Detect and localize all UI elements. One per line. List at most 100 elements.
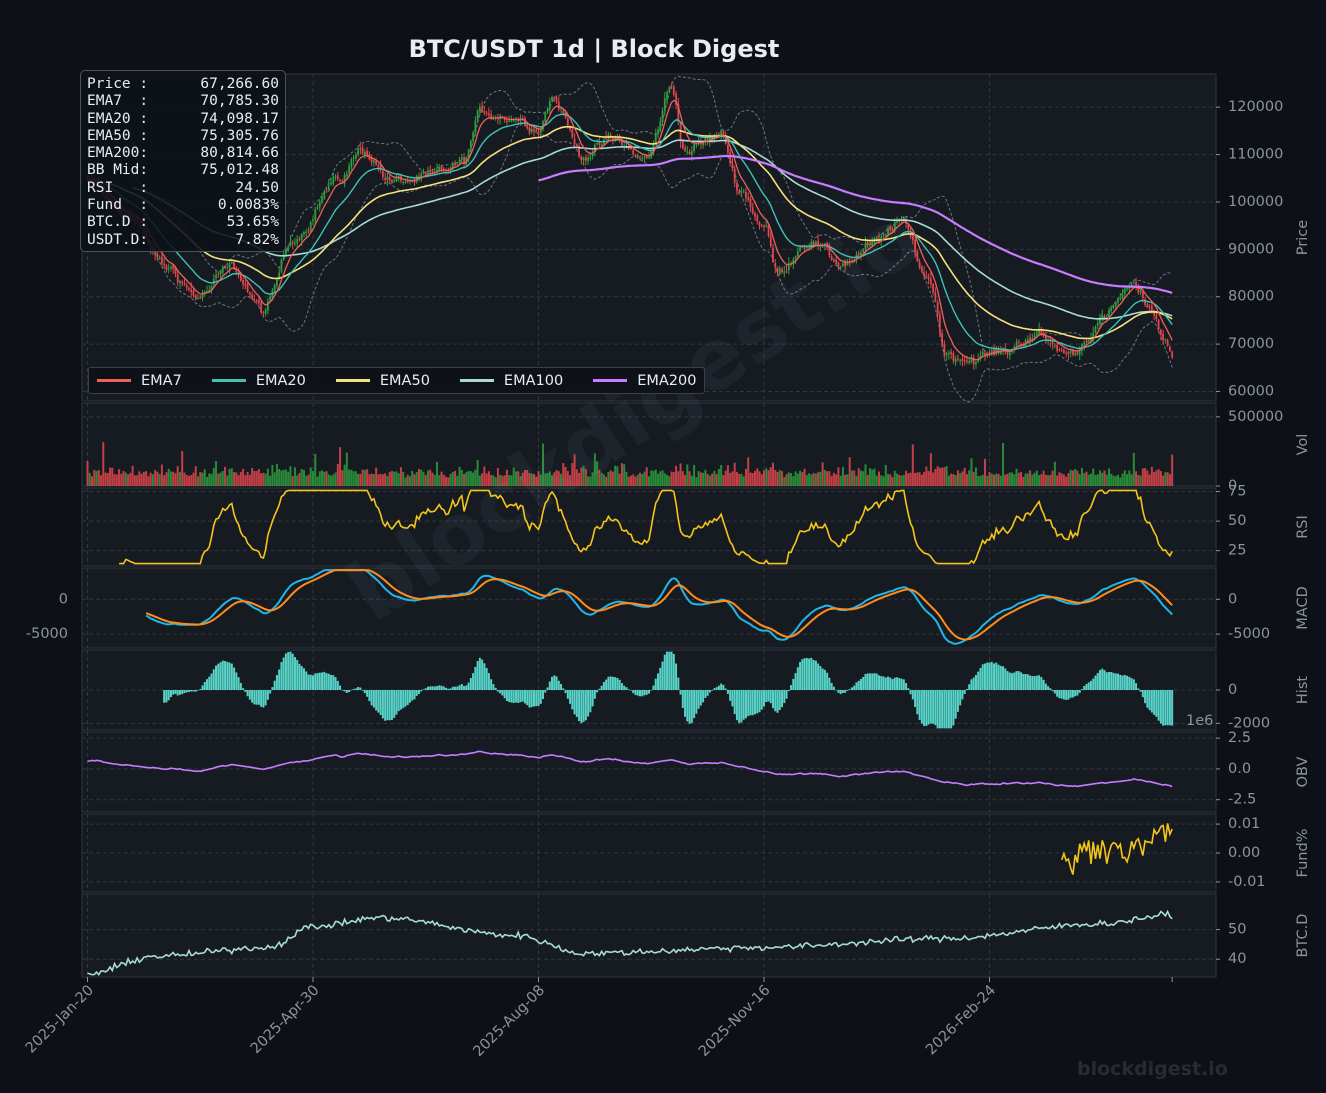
- hist-bar: [756, 690, 759, 714]
- candle-body: [1162, 333, 1165, 340]
- hist-bar: [537, 690, 540, 706]
- volume-bar: [686, 464, 689, 486]
- candle-body: [393, 180, 396, 182]
- volume-bar: [156, 471, 159, 486]
- volume-bar: [390, 470, 393, 486]
- macd-line: [145, 569, 1173, 645]
- candle-body: [1137, 286, 1140, 293]
- volume-bar: [336, 463, 339, 486]
- hist-bar: [429, 686, 432, 690]
- candle-body: [893, 221, 896, 231]
- volume-bar: [708, 475, 711, 486]
- volume-bar: [699, 472, 702, 486]
- hist-bar: [749, 690, 752, 716]
- candle-body: [463, 157, 465, 165]
- volume-bar: [370, 473, 373, 486]
- hist-bar: [345, 690, 348, 693]
- candle-body: [569, 126, 571, 130]
- volume-bar: [163, 475, 166, 486]
- hist-bar: [302, 668, 305, 690]
- volume-bar: [740, 473, 743, 486]
- volume-bar: [1074, 468, 1077, 486]
- volume-bar: [296, 475, 299, 486]
- hist-bar: [169, 690, 172, 698]
- volume-bar: [907, 473, 910, 486]
- volume-bar: [968, 470, 971, 486]
- volume-bar: [1108, 468, 1111, 486]
- hist-bar: [1051, 690, 1054, 692]
- volume-bar: [244, 475, 247, 486]
- volume-bar: [625, 471, 628, 486]
- hist-bar: [690, 690, 693, 723]
- volume-bar: [706, 473, 709, 486]
- volume-bar: [257, 469, 260, 486]
- hist-bar: [868, 673, 871, 690]
- volume-bar: [956, 470, 959, 486]
- hist-bar: [553, 675, 556, 690]
- hist-bar: [199, 688, 202, 690]
- volume-bar: [530, 473, 533, 486]
- volume-bar: [178, 472, 181, 486]
- hist-bar: [638, 690, 641, 697]
- hist-bar: [1092, 678, 1095, 690]
- volume-bar: [963, 467, 966, 486]
- volume-bar: [539, 474, 542, 486]
- hist-bar: [986, 662, 989, 690]
- candle-body: [738, 191, 741, 194]
- candle-body: [370, 158, 373, 163]
- candle-body: [197, 298, 199, 300]
- hist-bar: [282, 657, 285, 690]
- candle-body: [927, 277, 930, 279]
- candle-body: [548, 101, 551, 111]
- volume-bar: [514, 471, 517, 486]
- info-row: BB Mid: 75,012.48: [87, 162, 279, 179]
- candle-body: [566, 118, 569, 125]
- volume-bar: [591, 472, 594, 486]
- volume-bar: [826, 471, 829, 486]
- volume-bar: [1114, 476, 1117, 486]
- hist-bar: [217, 663, 220, 690]
- candle-body: [278, 272, 281, 279]
- bollinger-upper-line: [132, 75, 1173, 355]
- hist-bar: [280, 662, 283, 690]
- volume-bar: [889, 474, 892, 486]
- volume-bar: [341, 470, 344, 486]
- volume-bar: [393, 471, 396, 486]
- candle-body: [208, 289, 211, 292]
- candle-body: [634, 155, 637, 157]
- candle-body: [276, 279, 278, 286]
- candle-body: [530, 128, 533, 132]
- hist-bar: [546, 687, 549, 690]
- volume-bar: [950, 473, 953, 486]
- hist-bar: [1148, 690, 1151, 711]
- volume-bar: [688, 471, 691, 486]
- candle-body: [1148, 306, 1151, 308]
- candle-body: [799, 246, 801, 251]
- candle-body: [345, 174, 348, 177]
- hist-bar: [812, 659, 815, 690]
- volume-bar: [900, 475, 903, 486]
- candle-body: [1146, 304, 1149, 308]
- candle-body: [361, 147, 364, 154]
- candle-body: [767, 225, 770, 236]
- hist-bar: [916, 690, 919, 715]
- volume-bar: [404, 477, 407, 486]
- hist-bar: [1126, 675, 1129, 690]
- hist-bar: [487, 673, 490, 690]
- hist-bar: [341, 689, 344, 691]
- candle-body: [289, 241, 292, 246]
- hist-bar: [1022, 674, 1025, 690]
- hist-bar: [505, 690, 508, 701]
- hist-bar: [697, 690, 700, 709]
- candle-body: [316, 207, 319, 209]
- hist-bar: [959, 690, 962, 706]
- volume-bar: [1139, 475, 1142, 486]
- volume-bar: [235, 472, 238, 486]
- volume-bar: [485, 473, 488, 486]
- candle-body: [221, 267, 224, 273]
- hist-bar: [988, 662, 991, 690]
- candle-body: [384, 177, 387, 180]
- volume-bar: [1144, 467, 1147, 486]
- hist-bar: [887, 676, 890, 690]
- candle-body: [871, 242, 874, 246]
